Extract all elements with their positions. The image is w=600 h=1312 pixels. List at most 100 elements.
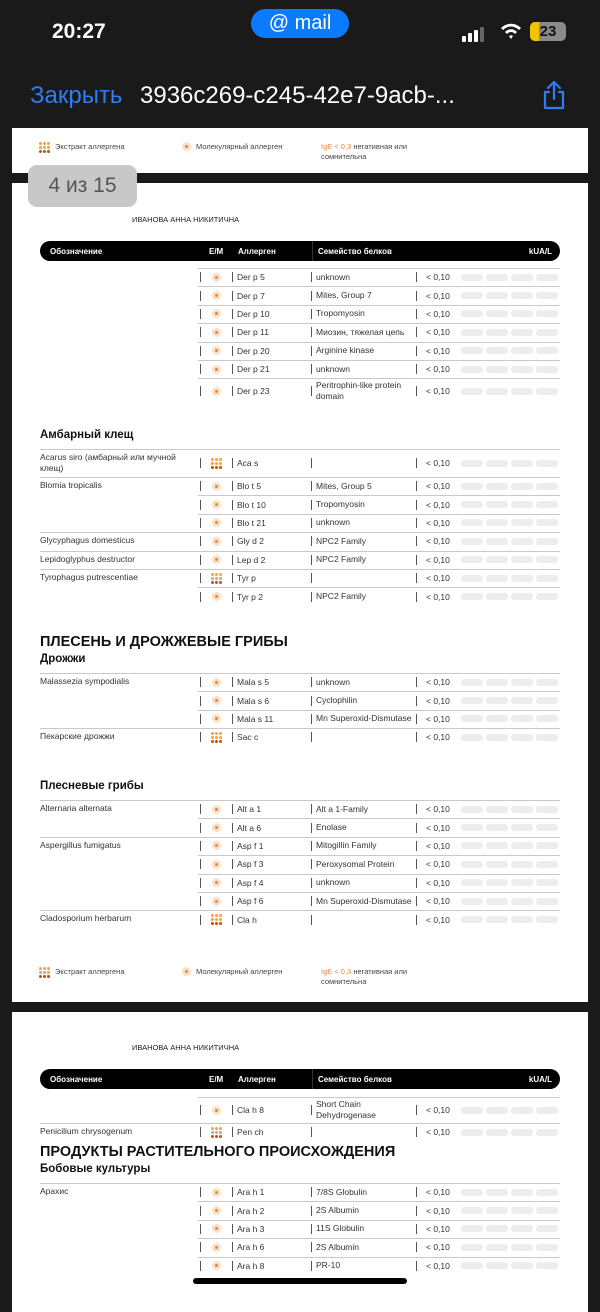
scale-segment [511,860,533,868]
section-subheading: Дрожжи [40,653,86,665]
table-row: Tyrophagus putrescentiae Tyr p < 0,10 [40,568,560,587]
extract-icon [211,914,222,926]
protein-family: NPC2 Family [316,535,367,546]
allergen-code: Tyr p [237,573,256,584]
scale-segment [536,916,558,924]
scale-segment [461,273,483,281]
divider [311,536,312,547]
divider [311,677,312,688]
scale-segment [461,860,483,868]
allergen-code: Der p 11 [237,327,269,338]
em-cell [201,1261,232,1271]
scale-segment [536,365,558,373]
scale-segment [486,1188,508,1196]
result-value: < 0,10 [426,914,450,925]
allergen-code: Ara h 2 [237,1205,265,1216]
designation [40,892,200,898]
result-value: < 0,10 [426,536,450,547]
scale-segment [486,273,508,281]
molecular-icon [212,518,221,528]
molecular-icon [212,500,221,510]
result-scale [461,678,558,686]
divider [200,308,201,319]
protein-family: unknown [316,271,351,282]
designation [40,855,200,861]
result-scale [461,482,558,490]
allergen-code: Der p 21 [237,364,270,375]
pdf-page: ИВАНОВА АННА НИКИТИЧНА Обозначение E/M А… [12,183,588,1002]
em-cell [201,481,232,491]
share-icon[interactable] [541,80,567,110]
divider [311,896,312,907]
result-scale [461,593,558,601]
result-value: < 0,10 [426,481,450,492]
result-value: < 0,10 [426,1223,450,1234]
allergen-code: Asp f 1 [237,840,264,851]
protein-family: PR-10 [316,1260,341,1271]
scale-segment [536,519,558,527]
scale-segment [486,715,508,723]
scale-segment [461,328,483,336]
scale-segment [536,1225,558,1233]
scale-segment [536,1128,558,1136]
close-button[interactable]: Закрыть [30,82,123,109]
molecular-icon [212,714,221,724]
table-row: Der p 23 Peritrophin-like protein domain <… [40,378,560,404]
result-scale [461,1188,558,1196]
home-indicator[interactable] [193,1278,407,1284]
allergen-code: Der p 20 [237,345,270,356]
scale-segment [461,733,483,741]
scale-segment [461,916,483,924]
designation [40,495,200,501]
em-cell [201,1187,232,1197]
em-cell [201,859,232,869]
divider [232,822,233,833]
scale-segment [486,678,508,686]
scale-segment [486,1128,508,1136]
scale-segment [511,537,533,545]
result-scale [461,310,558,318]
em-cell [201,696,232,706]
scale-segment [486,1225,508,1233]
molecular-icon [212,346,221,356]
scale-segment [511,697,533,705]
scale-segment [461,537,483,545]
scale-segment [536,879,558,887]
molecular-icon [212,592,221,602]
table-row: Alt a 6 Enolase < 0,10 [40,818,560,836]
result-scale [461,697,558,705]
em-cell [201,1224,232,1234]
result-scale [461,1243,558,1251]
protein-family: Mn Superoxid-Dismutase [316,713,412,724]
scale-segment [536,1106,558,1114]
divider [416,345,417,356]
divider [311,713,312,724]
designation [40,378,200,384]
col-allergen: Аллерген [238,1075,276,1084]
allergen-code: Blo t 21 [237,517,266,528]
protein-family [312,735,416,739]
molecular-icon [212,1261,221,1271]
result-scale [461,365,558,373]
result-value: < 0,10 [426,345,450,356]
section: Der p 5 unknown < 0,10 Der p 7 Mites, Group … [40,268,560,404]
divider [416,517,417,528]
protein-family: Short Chain Dehydrogenase [316,1099,377,1120]
table-row: Der p 10 Tropomyosin < 0,10 [40,304,560,323]
scale-segment [461,310,483,318]
divider [416,877,417,888]
result-scale [461,1128,558,1136]
result-scale [461,879,558,887]
divider [311,1260,312,1271]
legend-ige: IgE < 0,3 [321,142,352,151]
divider [416,1260,417,1271]
divider [416,677,417,688]
result-scale [461,501,558,509]
scale-segment [461,593,483,601]
em-cell [201,914,232,926]
allergen-code: Alt a 1 [237,804,262,815]
table-row: Cladosporium herbarum Cla h < 0,10 [40,910,560,928]
designation [40,268,200,274]
molecular-icon [212,291,221,301]
mail-app-pill[interactable]: @ mail [251,9,349,38]
